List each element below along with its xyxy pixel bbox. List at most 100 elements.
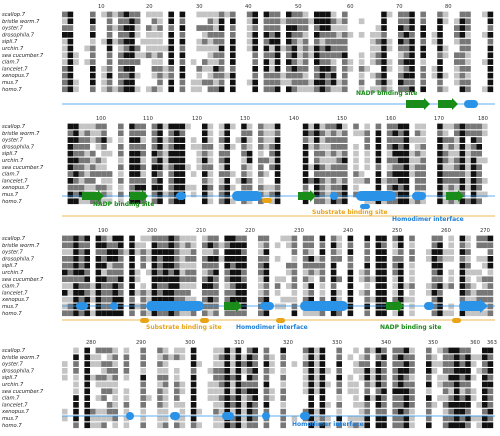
alignment-cell xyxy=(420,86,426,93)
alignment-cell xyxy=(112,256,118,262)
alignment-cell xyxy=(162,249,169,255)
alignment-cell xyxy=(112,235,118,242)
alignment-cell xyxy=(342,72,348,79)
alignment-cell xyxy=(118,18,124,25)
alignment-cell xyxy=(162,361,169,367)
alignment-cell xyxy=(426,368,432,374)
alignment-cell xyxy=(67,25,74,31)
alignment-cell xyxy=(308,368,314,374)
alignment-cell xyxy=(112,296,118,303)
alignment-cell xyxy=(409,283,415,289)
alignment-cell xyxy=(190,354,197,361)
alignment-cell xyxy=(218,79,225,86)
alignment-cell xyxy=(118,79,124,86)
alignment-cell xyxy=(442,283,449,289)
alignment-cell xyxy=(95,242,102,249)
alignment-cell xyxy=(118,184,124,191)
alignment-cell xyxy=(297,18,303,25)
alignment-cell xyxy=(319,150,326,157)
alignment-cell xyxy=(162,402,169,408)
alignment-cell xyxy=(274,171,281,177)
alignment-cell xyxy=(168,72,174,79)
beta-strand-arrow xyxy=(406,98,430,110)
alignment-cell xyxy=(84,388,90,395)
alignment-cell xyxy=(269,79,275,86)
alignment-cell xyxy=(129,38,135,45)
alignment-cell xyxy=(398,402,404,408)
alignment-cell xyxy=(269,86,275,93)
alignment-cell xyxy=(168,198,174,205)
alignment-cell xyxy=(62,72,68,79)
alignment-cell xyxy=(73,374,79,381)
alignment-cell xyxy=(302,144,309,150)
ruler-label: 80 xyxy=(445,4,452,10)
alignment-cell xyxy=(241,157,247,164)
alignment-cell xyxy=(370,198,376,205)
alignment-cell xyxy=(336,361,342,367)
alignment-cell xyxy=(90,59,96,65)
alignment-cell xyxy=(330,18,337,25)
species-label: xenopus.7 xyxy=(1,409,30,415)
alignment-cell xyxy=(330,235,337,242)
alignment-cell xyxy=(101,395,107,401)
alignment-cell xyxy=(487,52,494,59)
alignment-cell xyxy=(454,144,460,150)
alignment-cell xyxy=(330,296,337,303)
alignment-cell xyxy=(476,164,482,171)
alignment-cell xyxy=(179,235,186,242)
alignment-cell xyxy=(459,79,466,86)
alignment-cell xyxy=(151,11,158,18)
alignment-cell xyxy=(364,269,370,276)
alignment-cell xyxy=(398,249,404,255)
alignment-cell xyxy=(168,52,174,59)
alignment-cell xyxy=(364,144,370,150)
alignment-cell xyxy=(291,79,298,86)
alignment-cell xyxy=(90,361,96,367)
alignment-cell xyxy=(224,184,230,191)
alignment-cell xyxy=(487,262,494,269)
alignment-cell xyxy=(319,66,326,72)
alignment-cell xyxy=(123,59,130,65)
ruler-label: 270 xyxy=(480,228,490,234)
alignment-cell xyxy=(213,79,219,86)
alignment-cell xyxy=(381,361,387,367)
alignment-cell xyxy=(157,262,163,269)
alignment-cell xyxy=(454,354,460,361)
alignment-cell xyxy=(286,86,292,93)
alignment-cell xyxy=(386,123,393,130)
alignment-cell xyxy=(487,296,494,303)
alignment-cell xyxy=(330,45,337,52)
alignment-cell xyxy=(151,130,158,137)
alignment-cell xyxy=(230,374,236,381)
alignment-cell xyxy=(73,408,79,415)
alignment-cell xyxy=(381,415,387,422)
alignment-cell xyxy=(252,52,258,59)
alignment-cell xyxy=(213,45,219,52)
alignment-cell xyxy=(330,66,337,72)
alignment-cell xyxy=(465,32,471,38)
ruler-label: 20 xyxy=(146,4,153,10)
alignment-cell xyxy=(129,150,135,157)
alignment-cell xyxy=(314,347,320,354)
alignment-cell xyxy=(409,269,415,276)
alignment-cell xyxy=(465,72,471,79)
alignment-cell xyxy=(174,347,180,354)
alignment-cell xyxy=(73,368,79,374)
alignment-cell xyxy=(314,123,320,130)
alignment-cell xyxy=(246,11,253,18)
alignment-cell xyxy=(470,354,477,361)
alignment-cell xyxy=(375,283,382,289)
alignment-cell xyxy=(168,296,174,303)
alignment-cell xyxy=(448,303,454,310)
alignment-cell xyxy=(482,415,488,422)
alignment-cell xyxy=(258,171,264,177)
alignment-cell xyxy=(162,157,169,164)
alignment-cell xyxy=(258,184,264,191)
alignment-cell xyxy=(392,164,398,171)
alignment-cell xyxy=(140,415,146,422)
alignment-cell xyxy=(448,374,454,381)
alignment-cell xyxy=(319,395,326,401)
alignment-cell xyxy=(67,198,74,205)
alignment-cell xyxy=(386,66,393,72)
alignment-cell xyxy=(162,422,169,429)
